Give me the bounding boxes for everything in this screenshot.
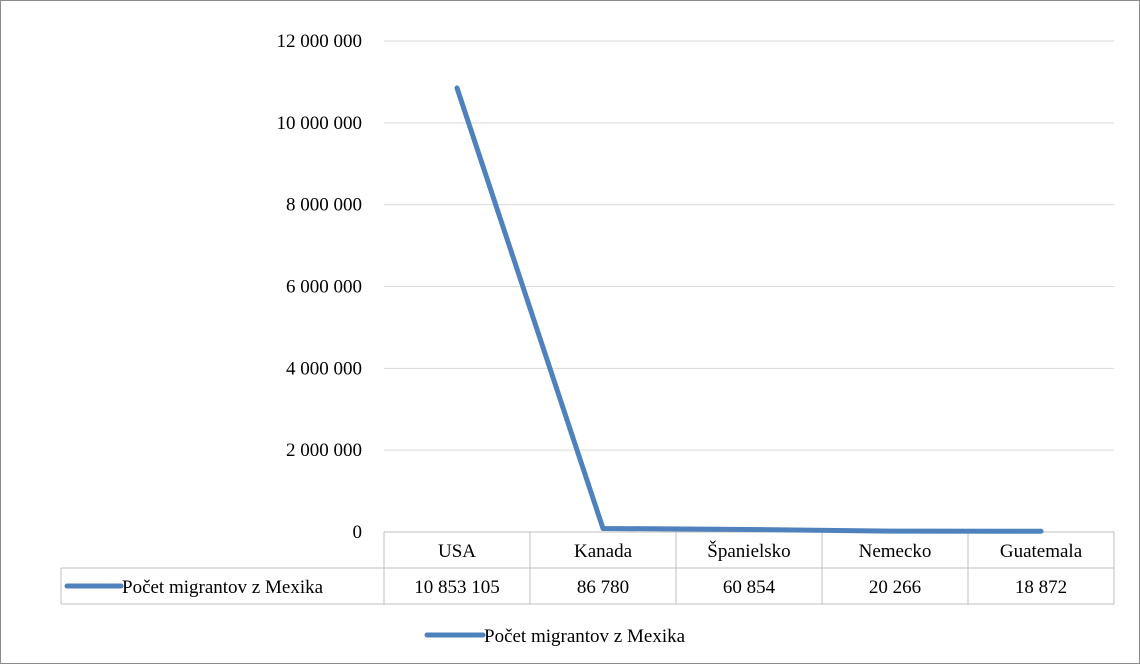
legend-entry: Počet migrantov z Mexika [484, 626, 686, 647]
y-tick-label: 8 000 000 [286, 195, 362, 216]
y-tick-label: 2 000 000 [286, 440, 362, 461]
category-label: Guatemala [1000, 541, 1083, 562]
data-table-value: 20 266 [869, 577, 921, 598]
y-tick-label: 4 000 000 [286, 358, 362, 379]
y-tick-label: 10 000 000 [277, 113, 363, 134]
y-tick-label: 6 000 000 [286, 277, 362, 298]
y-tick-label: 12 000 000 [277, 31, 363, 52]
category-label: Nemecko [859, 541, 932, 562]
category-label: Španielsko [707, 540, 790, 562]
table-series-name: Počet migrantov z Mexika [122, 577, 324, 598]
category-label: Kanada [574, 541, 633, 562]
y-tick-label: 0 [353, 522, 363, 543]
category-label: USA [438, 541, 476, 562]
data-table-value: 86 780 [577, 577, 629, 598]
data-table-value: 10 853 105 [414, 577, 500, 598]
data-table-value: 18 872 [1015, 577, 1067, 598]
series-line [454, 85, 1044, 534]
data-table-value: 60 854 [723, 577, 776, 598]
